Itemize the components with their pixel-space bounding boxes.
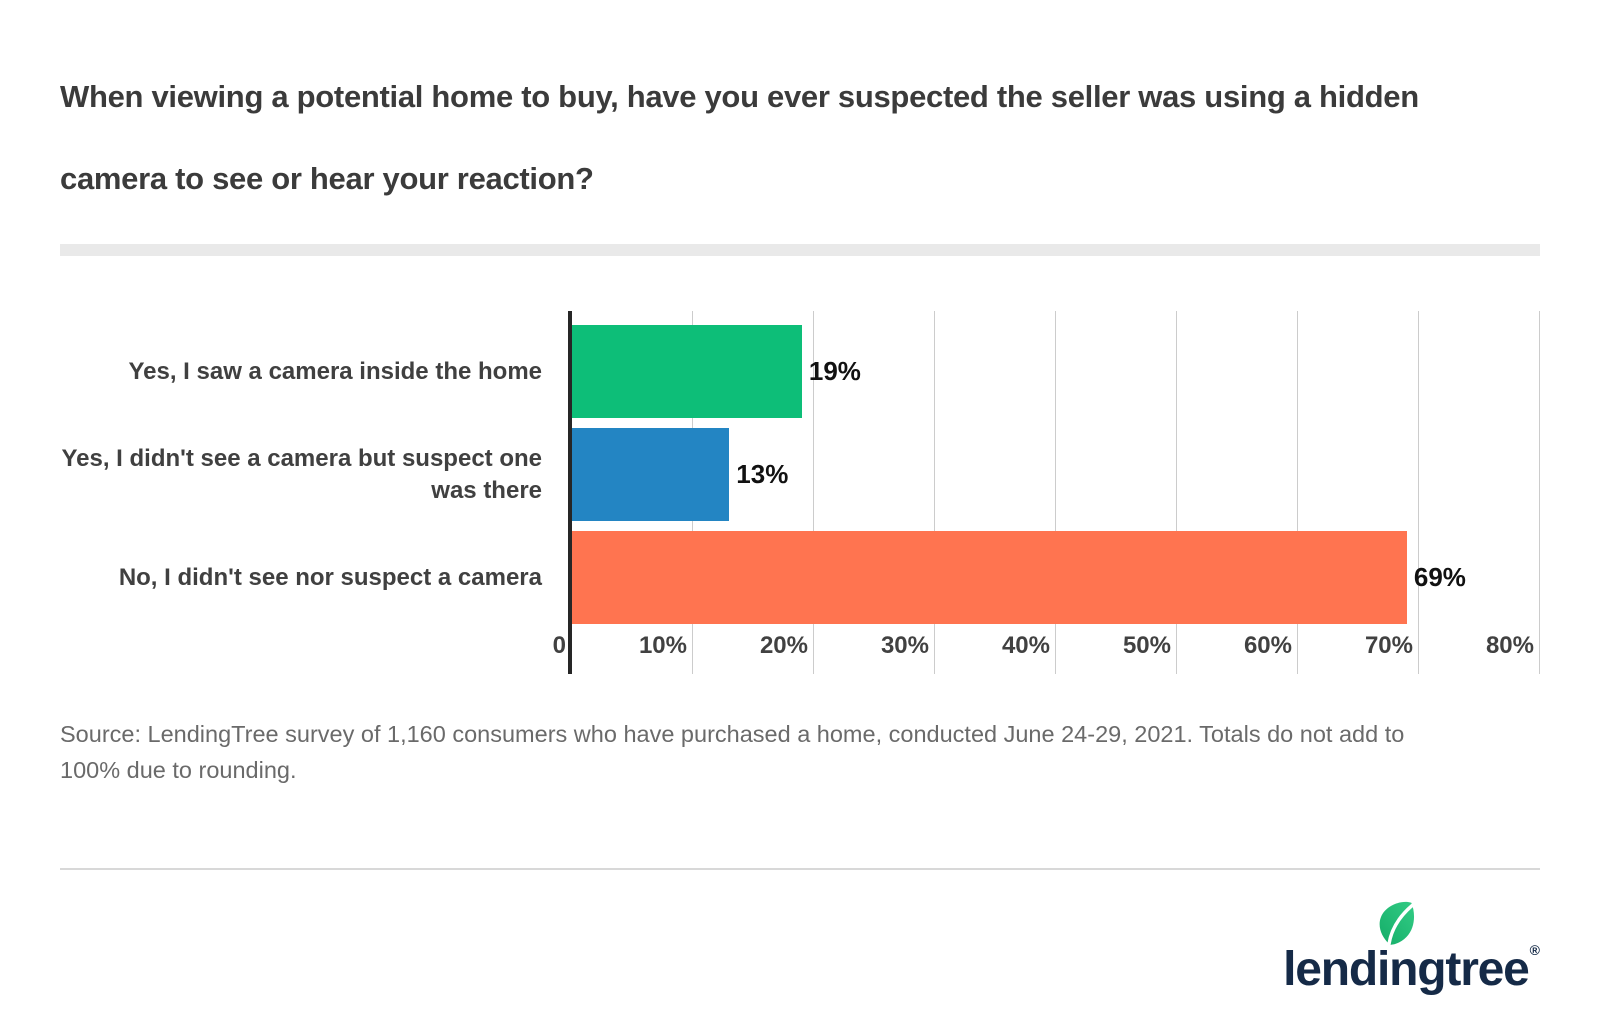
- x-tick-label: 40%: [1001, 632, 1050, 659]
- grid-line: [934, 311, 935, 674]
- x-tick-label: 80%: [1485, 632, 1534, 659]
- bar-yes-saw-camera: [572, 325, 802, 418]
- logo-wordmark: lendingtree: [1283, 943, 1530, 996]
- x-tick-label: 30%: [880, 632, 929, 659]
- grid-line: [813, 311, 814, 674]
- bars-group: 19% 13% 69%: [572, 325, 1540, 634]
- grid-line: [1297, 311, 1298, 674]
- bar-row: 19%: [572, 325, 1540, 418]
- bar-no-camera: [572, 531, 1407, 624]
- category-label: Yes, I didn't see a camera but suspect o…: [61, 444, 542, 504]
- plot-area: 19% 13% 69% 0 10% 20% 30% 40% 50% 60% 70% 80%: [553, 311, 1540, 674]
- leaf-icon: [1379, 901, 1415, 946]
- grid-line: [1055, 311, 1056, 674]
- chart-title: When viewing a potential home to buy, ha…: [60, 79, 1419, 196]
- bar-value-label: 69%: [1413, 562, 1466, 592]
- title-separator-bar: [60, 244, 1540, 256]
- grid-line: [1418, 311, 1419, 674]
- bar-row: 69%: [572, 531, 1540, 624]
- x-tick-label: 70%: [1364, 632, 1413, 659]
- logo-row: lendingtree®: [60, 900, 1540, 994]
- category-label: No, I didn't see nor suspect a camera: [118, 563, 542, 591]
- bar-chart: Yes, I saw a camera inside the home Yes,…: [60, 311, 1540, 674]
- page-content: When viewing a potential home to buy, ha…: [60, 56, 1540, 994]
- footer-divider: [60, 868, 1540, 870]
- x-tick-label: 10%: [638, 632, 687, 659]
- x-tick-label: 60%: [1243, 632, 1292, 659]
- x-tick-label: 20%: [759, 632, 808, 659]
- bar-row: 13%: [572, 428, 1540, 521]
- x-tick-label: 50%: [1122, 632, 1171, 659]
- grid-line: [1176, 311, 1177, 674]
- x-tick-label: 0: [552, 632, 566, 659]
- bar-value-label: 13%: [736, 459, 789, 489]
- lendingtree-logo: lendingtree®: [1283, 900, 1540, 994]
- grid-line: [1539, 311, 1540, 674]
- category-labels: Yes, I saw a camera inside the home Yes,…: [60, 311, 568, 674]
- x-axis-ticks: 0 10% 20% 30% 40% 50% 60% 70% 80%: [553, 624, 1540, 674]
- registered-trademark-symbol: ®: [1529, 942, 1540, 958]
- source-note: Source: LendingTree survey of 1,160 cons…: [60, 721, 1405, 783]
- bar-yes-suspected-camera: [572, 428, 730, 521]
- category-label: Yes, I saw a camera inside the home: [128, 357, 542, 385]
- bar-value-label: 19%: [808, 356, 861, 386]
